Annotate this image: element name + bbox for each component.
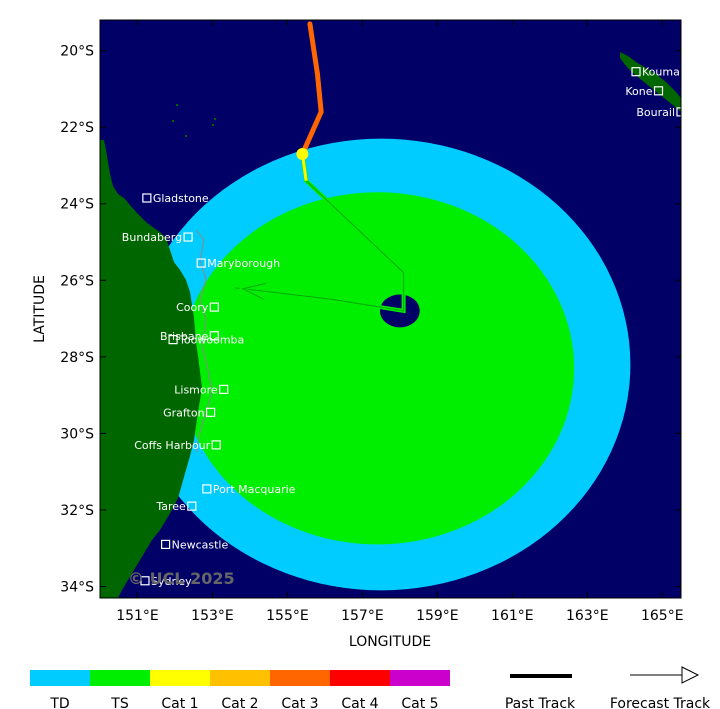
city-label: Toowoomba [178,334,244,347]
legend-swatch-cat-4 [330,670,390,686]
legend-forecast-arrow [681,666,700,684]
city-marker [676,107,681,117]
lat-tick-label: 22°S [60,120,94,136]
lon-tick-label: 155°E [266,608,309,624]
islet [176,104,178,106]
past-track-segment [314,71,324,115]
lon-tick-label: 163°E [566,608,609,624]
forecast-track [234,153,406,314]
longitude-ticks: 151°E 153°E 155°E 157°E 159°E 161°E 163°E 165°E [116,20,684,624]
city-label: Koumac [642,66,686,79]
city-marker [140,576,150,586]
city-label: Coory [176,301,209,314]
city-label: Maryborough [207,257,280,270]
new-caledonia-coast [620,52,681,112]
city-label: Grafton [163,406,205,419]
legend-label: Cat 3 [281,696,318,709]
past-track [299,21,324,157]
legend: TD TS Cat 1 Cat 2 Cat 3 Cat 4 Cat 5 Past Track F… [30,666,711,709]
forecast-track-line [234,153,405,312]
legend-past-track-label: Past Track [505,696,576,709]
city-label: Coffs Harbour [134,439,210,452]
city-label: Port Macquarie [213,483,296,496]
city-label: Brisbane [160,330,209,343]
lon-tick-label: 159°E [416,608,459,624]
lat-tick-label: 20°S [60,44,94,60]
lat-tick-label: 28°S [60,350,94,366]
islet [214,118,216,120]
city-marker [209,302,219,312]
lon-tick-label: 161°E [491,608,534,624]
legend-swatch-ts [90,670,150,686]
city-marker [202,484,212,494]
city-label: Gladstone [153,192,209,205]
cities: Gladstone Bundaberg Maryborough Coory Brisba… [122,66,686,588]
city-marker [205,407,216,417]
coastal-outline [195,229,213,453]
plot-frame [99,19,682,599]
city-marker [183,232,193,242]
australia-coast [100,140,202,598]
city-label: Newcastle [172,538,229,551]
city-label: Bundaberg [122,231,182,244]
city-marker [187,501,197,511]
islet [172,120,174,122]
city-marker [653,86,664,96]
city-label: Taree [155,500,186,513]
legend-swatch-cat-1 [150,670,210,686]
lon-tick-label: 151°E [116,608,159,624]
legend-swatch-td [30,670,90,686]
city-marker [142,193,152,203]
past-track-segment [299,109,324,157]
x-axis-label: LONGITUDE [349,634,431,650]
city-label: Bourail [636,106,675,119]
city-marker [196,258,206,268]
forecast-arrow-head-line [241,282,266,300]
legend-swatch-cat-2 [210,670,270,686]
current-position [296,147,309,160]
city-label: Lismore [174,383,218,396]
legend-swatch-cat-5 [390,670,450,686]
city-label: Sydney [151,575,192,588]
city-marker [631,67,641,77]
city-marker [168,335,178,345]
legend-label: TD [49,696,69,709]
city-label: Kone [625,85,652,98]
lon-tick-label: 153°E [191,608,234,624]
legend-swatch-cat-3 [270,670,330,686]
legend-label: Cat 4 [341,696,378,709]
copyright-watermark: © UCL 2025 [128,569,235,588]
islets [172,104,216,137]
lon-tick-label: 165°E [641,608,684,624]
latitude-ticks: 20°S 22°S 24°S 26°S 28°S 30°S 32°S 34°S [60,44,681,596]
city-marker [211,440,221,450]
legend-label: TS [110,696,129,709]
city-marker [219,384,229,394]
lat-tick-label: 26°S [60,273,94,289]
wind-zone-ts [180,192,575,545]
legend-label: Cat 1 [161,696,198,709]
legend-forecast-track-label: Forecast Track [610,696,711,709]
lat-tick-label: 30°S [60,426,94,442]
city-marker [160,539,171,550]
lat-tick-label: 24°S [60,197,94,213]
lon-tick-label: 157°E [341,608,384,624]
legend-label: Cat 5 [401,696,438,709]
islet [212,124,214,126]
land-masses [100,52,681,598]
islet [185,135,187,137]
y-axis-label: LATITUDE [32,275,48,343]
city-marker [209,331,219,341]
lat-tick-label: 32°S [60,503,94,519]
wind-zones [131,138,631,591]
legend-label: Cat 2 [221,696,258,709]
current-position-marker [296,147,309,160]
past-track-segment [307,21,320,77]
plot-area: Gladstone Bundaberg Maryborough Coory Brisba… [100,20,686,598]
lat-tick-label: 34°S [60,580,94,596]
